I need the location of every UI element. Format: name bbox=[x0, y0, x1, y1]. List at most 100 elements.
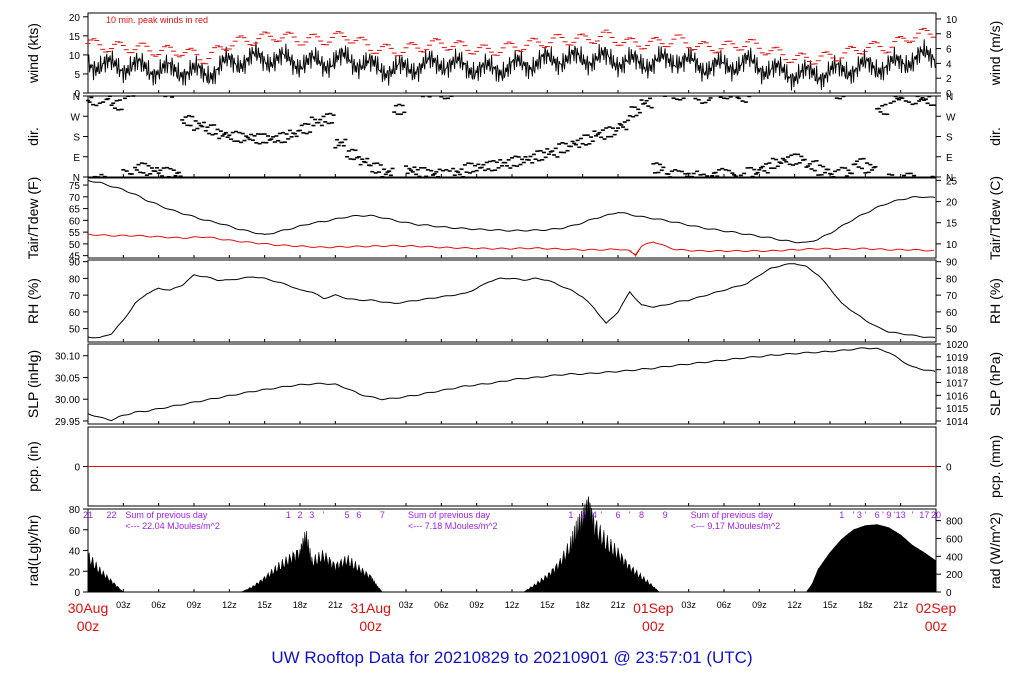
y-axis-label-left: Tair/Tdew (F) bbox=[25, 177, 41, 259]
page-title: UW Rooftop Data for 20210829 to 20210901… bbox=[271, 648, 753, 667]
x-tick-label: 12z bbox=[787, 600, 802, 610]
x-date-time-label: 00z bbox=[359, 618, 382, 634]
hour-mark: 9 bbox=[886, 510, 891, 520]
y-axis-label-left: pcp. (in) bbox=[25, 441, 41, 492]
x-tick-label: 18z bbox=[575, 600, 590, 610]
y-tick-label-left: 90 bbox=[69, 258, 81, 269]
x-date-time-label: 00z bbox=[925, 618, 948, 634]
y-axis-label-right: Tair/Tdew (C) bbox=[987, 176, 1003, 260]
hour-mark: 8 bbox=[639, 510, 644, 520]
x-tick-label: 03z bbox=[116, 600, 131, 610]
y-tick-label-right: 600 bbox=[946, 534, 963, 545]
daily-sum-title: Sum of previous day bbox=[125, 510, 208, 520]
panel-frame bbox=[87, 177, 937, 259]
panel-pcp: pcp. (in) pcp. (mm) 0 0 bbox=[25, 426, 1003, 507]
y-tick-label-left: 30.00 bbox=[55, 395, 80, 406]
hour-mark: 20 bbox=[931, 510, 941, 520]
y-tick-label-right: 2 bbox=[946, 74, 952, 85]
y-axis-label-left: dir. bbox=[25, 127, 41, 146]
y-tick-label-right: 25 bbox=[946, 176, 958, 187]
hour-mark: 6 bbox=[615, 510, 620, 520]
y-tick-label-right: 8 bbox=[946, 30, 952, 41]
y-tick-label-right: 1019 bbox=[946, 353, 969, 364]
y-tick-label-left: 5 bbox=[74, 70, 80, 81]
daily-sum-title: Sum of previous day bbox=[408, 510, 491, 520]
series-area-radiation bbox=[87, 496, 937, 593]
hour-mark: 5 bbox=[345, 510, 350, 520]
y-tick-label-left: 30.10 bbox=[55, 352, 80, 363]
x-tick-label: 06z bbox=[151, 600, 166, 610]
y-tick-label-left: 70 bbox=[69, 193, 81, 204]
hour-mark: 17 bbox=[919, 510, 929, 520]
x-tick-label: 03z bbox=[399, 600, 414, 610]
y-axis-label-left: SLP (inHg) bbox=[25, 350, 41, 418]
y-tick-label-right: 10 bbox=[946, 240, 958, 251]
panel-slp: SLP (inHg) SLP (hPa) 29.95 30.00 30.05 30.10 1… bbox=[25, 340, 1003, 428]
x-tick-label: 12z bbox=[222, 600, 237, 610]
y-tick-label-right: 0 bbox=[946, 463, 952, 474]
y-tick-label-right: 800 bbox=[946, 517, 963, 528]
hour-mark: 22 bbox=[107, 510, 117, 520]
y-tick-label-right: 1015 bbox=[946, 404, 969, 415]
y-tick-label-left: 55 bbox=[69, 228, 81, 239]
x-date-label: 02Sep bbox=[916, 600, 957, 616]
hour-mark: 2 bbox=[580, 510, 585, 520]
y-tick-label-right: 50 bbox=[946, 325, 958, 336]
y-axis-label-right: SLP (hPa) bbox=[987, 352, 1003, 416]
panel-rad: rad(Lgly/hr) rad (W/m^2)02040608002004006… bbox=[25, 496, 1003, 599]
y-tick-label-left: 40 bbox=[69, 547, 81, 558]
x-tick-label: 06z bbox=[717, 600, 732, 610]
y-tick-label-left: 0 bbox=[74, 588, 80, 599]
y-tick-label-left: 45 bbox=[69, 252, 81, 263]
y-tick-label-right: 80 bbox=[946, 274, 958, 285]
daily-sum-value: <--- 9.17 MJoules/m^2 bbox=[691, 521, 781, 531]
x-date-label: 01Sep bbox=[633, 600, 674, 616]
hour-mark: ' bbox=[629, 510, 631, 520]
series-line-wind bbox=[87, 39, 936, 91]
y-tick-label-right: 10 bbox=[946, 15, 958, 26]
hour-mark: 3 bbox=[857, 510, 862, 520]
y-axis-label-right: wind (m/s) bbox=[987, 21, 1003, 87]
peak-wind-note: 10 min. peak winds in red bbox=[106, 15, 208, 25]
panel-wind: wind (kts) wind (m/s) 0 5 10 15 20 0 2 4 6 8 10 10 mi… bbox=[25, 12, 1003, 100]
y-tick-label-right: 400 bbox=[946, 552, 963, 563]
y-tick-label-left: 50 bbox=[69, 325, 81, 336]
y-tick-label-right: 0 bbox=[946, 588, 952, 599]
x-tick-label: 06z bbox=[434, 600, 449, 610]
y-tick-label-left: N bbox=[73, 92, 80, 103]
y-tick-label-left: 29.95 bbox=[55, 417, 80, 428]
y-tick-label-left: W bbox=[71, 112, 81, 123]
x-tick-label: 18z bbox=[293, 600, 308, 610]
y-tick-label-left: 30.05 bbox=[55, 373, 80, 384]
panel-temp: Tair/Tdew (F) Tair/Tdew (C) 45505560657075… bbox=[25, 176, 1003, 263]
y-tick-label-left: 20 bbox=[69, 13, 81, 24]
hour-mark: 6 bbox=[875, 510, 880, 520]
y-tick-label-left: 70 bbox=[69, 291, 81, 302]
x-tick-label: 03z bbox=[681, 600, 696, 610]
daily-sum-title: Sum of previous day bbox=[691, 510, 774, 520]
y-tick-label-left: 65 bbox=[69, 205, 81, 216]
y-axis-label-right: RH (%) bbox=[987, 278, 1003, 324]
x-tick-label: 15z bbox=[823, 600, 838, 610]
y-tick-label-left: S bbox=[73, 133, 80, 144]
y-tick-label-right: 1018 bbox=[946, 366, 969, 377]
hour-mark: 1 bbox=[839, 510, 844, 520]
y-tick-label-right: N bbox=[946, 173, 953, 184]
y-axis-label-left: wind (kts) bbox=[25, 23, 41, 84]
y-tick-label-right: 20 bbox=[946, 198, 958, 209]
y-tick-label-right: W bbox=[946, 112, 956, 123]
y-tick-label-left: 60 bbox=[69, 526, 81, 537]
hour-mark: 21 bbox=[83, 510, 93, 520]
y-tick-label-right: 1016 bbox=[946, 391, 969, 402]
y-axis-label-right: pcp. (mm) bbox=[987, 435, 1003, 498]
y-tick-label-left: 10 bbox=[69, 51, 81, 62]
x-tick-label: 09z bbox=[752, 600, 767, 610]
y-tick-label-left: 20 bbox=[69, 567, 81, 578]
hour-mark: 2 bbox=[297, 510, 302, 520]
y-tick-label-left: 0 bbox=[74, 463, 80, 474]
y-axis-label-right: rad (W/m^2) bbox=[987, 512, 1003, 589]
y-tick-label-right: 0 bbox=[946, 89, 952, 100]
y-tick-label-right: N bbox=[946, 92, 953, 103]
y-tick-label-left: 60 bbox=[69, 308, 81, 319]
